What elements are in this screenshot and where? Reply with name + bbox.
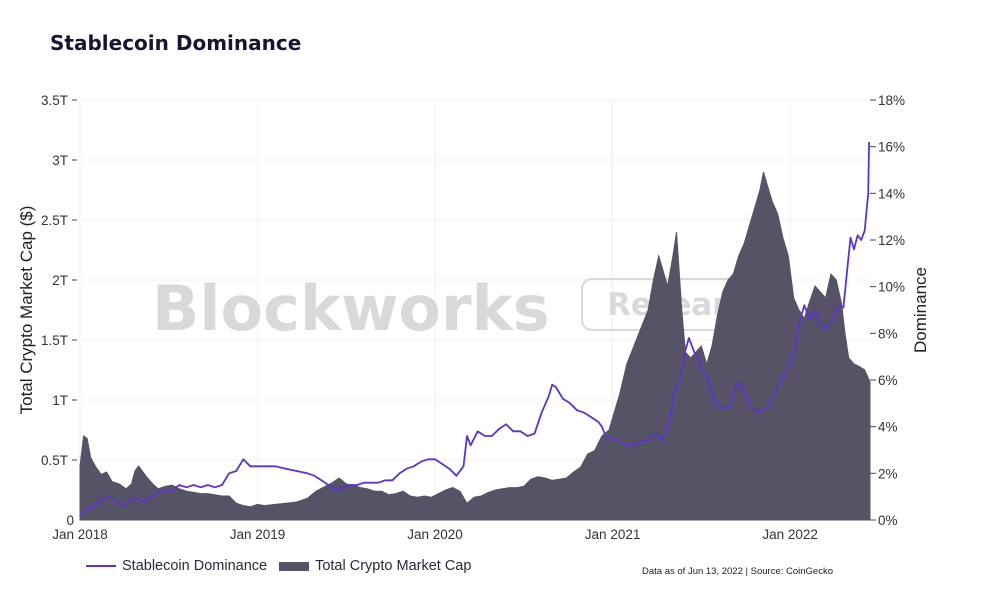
right-tick-label: 0%: [878, 513, 898, 528]
right-tick-label: 14%: [878, 186, 905, 201]
x-tick-label: Jan 2018: [52, 527, 108, 542]
x-tick-label: Jan 2019: [230, 527, 286, 542]
legend-marketcap-swatch: [279, 561, 310, 571]
legend: Stablecoin Dominance Total Crypto Market…: [86, 558, 471, 574]
right-tick-label: 10%: [878, 280, 905, 295]
left-tick-label: 0.5T: [41, 453, 68, 468]
left-tick-label: 3.5T: [41, 93, 68, 108]
legend-dominance-label: Stablecoin Dominance: [122, 558, 268, 574]
left-axis-title: Total Crypto Market Cap ($): [17, 206, 36, 415]
x-tick-label: Jan 2020: [407, 527, 463, 542]
right-tick-label: 2%: [878, 466, 898, 481]
source-note: Data as of Jun 13, 2022 | Source: CoinGe…: [642, 566, 833, 577]
chart-title: Stablecoin Dominance: [50, 31, 302, 55]
legend-marketcap-label: Total Crypto Market Cap: [315, 558, 472, 574]
x-axis-ticks: Jan 2018 Jan 2019 Jan 2020 Jan 2021 Jan 2022: [52, 527, 818, 542]
right-tick-label: 4%: [878, 420, 898, 435]
legend-dominance-swatch: [86, 565, 116, 567]
left-tick-label: 2.5T: [41, 213, 68, 228]
plot-area: [79, 141, 871, 521]
right-axis-title: Dominance: [911, 267, 930, 353]
right-tick-label: 18%: [878, 93, 905, 108]
left-tick-label: 2T: [52, 273, 68, 288]
right-tick-label: 16%: [878, 140, 905, 155]
right-tick-label: 6%: [878, 373, 898, 388]
left-tick-label: 1T: [52, 393, 68, 408]
left-tick-label: 0: [66, 513, 74, 528]
watermark-logo: Blockworks Research: [152, 272, 785, 345]
left-axis-ticks: 0 0.5T 1T 1.5T 2T 2.5T 3T 3.5T: [41, 93, 77, 528]
left-tick-label: 1.5T: [41, 333, 68, 348]
dominance-line: [79, 141, 870, 516]
x-tick-label: Jan 2022: [762, 527, 818, 542]
right-tick-label: 8%: [878, 326, 898, 341]
right-tick-label: 12%: [878, 233, 905, 248]
watermark-brand: Blockworks: [152, 272, 550, 345]
left-tick-label: 3T: [52, 153, 68, 168]
x-tick-label: Jan 2021: [585, 527, 641, 542]
market-cap-area: [79, 171, 871, 521]
right-axis-ticks: 0% 2% 4% 6% 8% 10% 12% 14% 16% 18%: [870, 93, 905, 528]
